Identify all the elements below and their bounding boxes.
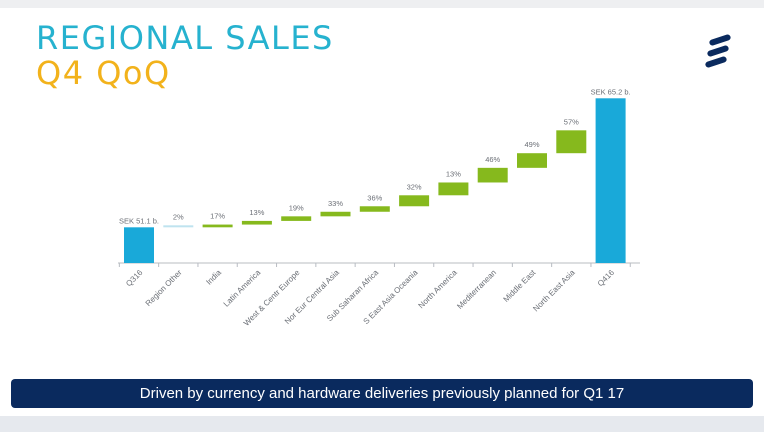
x-tick-label-north-east-asia: North East Asia bbox=[531, 268, 577, 314]
footer-banner: Driven by currency and hardware deliveri… bbox=[11, 379, 753, 408]
waterfall-chart: SEK 51.1 b. 2% 17% 13% 19% 33% 36% 32% 13% 46% 49%… bbox=[118, 87, 640, 328]
x-tick-label-q316: Q316 bbox=[124, 268, 145, 289]
x-tick-label-middle-east: Middle East bbox=[501, 268, 537, 304]
pct-label-north-america: 13% bbox=[446, 169, 461, 178]
page-title: REGIONAL SALES bbox=[36, 19, 334, 57]
bar-middle-east bbox=[517, 153, 547, 168]
pct-label-north-east-asia: 57% bbox=[564, 117, 579, 126]
x-tick-label-latin-america: Latin America bbox=[222, 268, 263, 309]
bar-north-east-asia bbox=[556, 130, 587, 154]
bar-region-other bbox=[163, 225, 194, 228]
bar-nor-eur-central-asia bbox=[320, 211, 351, 217]
bottom-band bbox=[0, 416, 764, 432]
value-label-start: SEK 51.1 b. bbox=[119, 216, 159, 225]
bar-mediterranean bbox=[477, 167, 508, 183]
pct-label-middle-east: 49% bbox=[524, 140, 539, 149]
bar-india bbox=[202, 224, 233, 228]
pct-label-west-centr-europe: 19% bbox=[289, 203, 304, 212]
ericsson-logo-icon bbox=[705, 34, 731, 68]
bar-s-east-asia-oceania bbox=[399, 195, 430, 207]
pct-label-mediterranean: 46% bbox=[485, 155, 500, 164]
top-band bbox=[0, 0, 764, 8]
pct-label-latin-america: 13% bbox=[249, 208, 264, 217]
bar-west-centr-europe bbox=[281, 216, 312, 221]
x-tick-label-q416: Q416 bbox=[596, 268, 617, 289]
bar-q416 bbox=[595, 98, 626, 263]
x-tick-label-north-america: North America bbox=[417, 268, 460, 311]
page-subtitle: Q4 QoQ bbox=[36, 54, 171, 92]
pct-label-nor-eur-central-asia: 33% bbox=[328, 199, 343, 208]
bar-latin-america bbox=[241, 220, 272, 225]
pct-label-s-east-asia-oceania: 32% bbox=[407, 182, 422, 191]
pct-label-india: 17% bbox=[210, 212, 225, 221]
x-tick-label-india: India bbox=[204, 268, 223, 287]
pct-label-region-other: 2% bbox=[173, 212, 184, 221]
pct-label-sub-saharan-africa: 36% bbox=[367, 193, 382, 202]
x-tick-label-region-other: Region Other bbox=[144, 268, 184, 308]
bar-sub-saharan-africa bbox=[359, 206, 390, 212]
bar-q316 bbox=[124, 227, 154, 263]
x-tick-label-mediterranean: Mediterranean bbox=[455, 268, 498, 311]
value-label-end: SEK 65.2 b. bbox=[591, 87, 631, 96]
bar-north-america bbox=[438, 182, 469, 196]
